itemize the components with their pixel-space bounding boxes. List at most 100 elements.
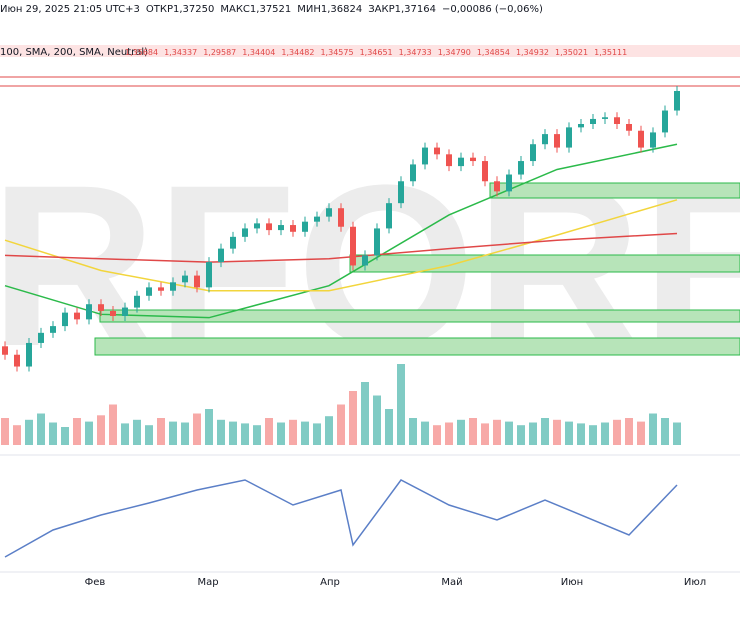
candle-body: [302, 221, 308, 232]
volume-bar: [421, 421, 429, 445]
candle-body: [314, 216, 320, 222]
volume-bar: [61, 427, 69, 445]
candle-body: [614, 117, 620, 124]
candle-body: [422, 147, 428, 165]
candle-body: [110, 310, 116, 316]
candle-body: [158, 287, 164, 291]
volume-bar: [49, 422, 57, 445]
volume-bar: [349, 391, 357, 445]
candle-body: [230, 236, 236, 249]
candle-body: [338, 208, 344, 227]
candle-body: [638, 130, 644, 148]
volume-bar: [613, 419, 621, 445]
indicator-value: 1,34733: [399, 48, 432, 57]
volume-bar: [1, 418, 9, 445]
candle-body: [2, 346, 8, 355]
volume-bar: [457, 419, 465, 445]
volume-bar: [469, 418, 477, 445]
candle-body: [290, 225, 296, 232]
candle-body: [446, 154, 452, 167]
volume-bar: [313, 423, 321, 445]
volume-bar: [397, 364, 405, 445]
volume-bar: [241, 423, 249, 445]
candle-body: [14, 354, 20, 367]
candle-body: [374, 228, 380, 256]
volume-bar: [301, 421, 309, 445]
header-field: Июн 29, 2025 21:05 UTC+3: [0, 4, 140, 15]
zone: [94, 337, 740, 356]
candle-body: [170, 282, 176, 291]
candle-body: [410, 164, 416, 182]
candle-body: [98, 304, 104, 311]
candle-body: [254, 223, 260, 229]
candle-body: [626, 124, 632, 131]
candle-body: [38, 332, 44, 343]
indicator-value: 1,35684: [125, 48, 158, 57]
indicator-value: 1,34790: [438, 48, 471, 57]
candle-body: [326, 208, 332, 217]
volume-bar: [145, 425, 153, 445]
volume-bar: [133, 419, 141, 445]
indicator-value: 1,34932: [516, 48, 549, 57]
volume-bar: [205, 409, 213, 445]
volume-bar: [13, 425, 21, 445]
candle-body: [266, 223, 272, 231]
oscillator-line: [4, 479, 678, 558]
candle-body: [470, 157, 476, 162]
volume-bar: [337, 404, 345, 445]
x-axis-label: Май: [441, 577, 462, 588]
candle-body: [26, 342, 32, 367]
candle-body: [578, 124, 584, 128]
volume-bar: [253, 425, 261, 445]
indicator-value: 1,34337: [164, 48, 197, 57]
volume-bar: [181, 422, 189, 445]
volume-bar: [121, 423, 129, 445]
volume-bar: [37, 413, 45, 445]
candle-body: [278, 225, 284, 231]
candle-body: [662, 110, 668, 133]
candle-body: [134, 295, 140, 308]
candle-body: [386, 203, 392, 229]
candle-body: [434, 147, 440, 155]
volume-bar: [517, 425, 525, 445]
header-field: ЗАКР1,37164: [368, 4, 436, 15]
header-field: МИН1,36824: [297, 4, 362, 15]
candle-body: [194, 275, 200, 288]
indicator-value: 1,34575: [320, 48, 353, 57]
volume-bar: [325, 416, 333, 445]
x-axis-label: Июл: [684, 577, 706, 588]
moving-average: [4, 199, 678, 292]
candle-body: [506, 174, 512, 192]
candle-body: [206, 262, 212, 288]
volume-bar: [601, 422, 609, 445]
candle-body: [482, 161, 488, 182]
volume-bar: [409, 418, 417, 445]
volume-bar: [373, 395, 381, 445]
volume-bar: [433, 425, 441, 445]
candle-body: [674, 90, 680, 111]
volume-bar: [493, 419, 501, 445]
indicator-label: 100, SMA, 200, SMA, Neutral): [0, 47, 148, 58]
volume-bar: [673, 422, 681, 445]
volume-bar: [109, 404, 117, 445]
x-axis-label: Июн: [561, 577, 583, 588]
volume-bar: [85, 421, 93, 445]
indicator-value: 1,35021: [555, 48, 588, 57]
candle-body: [398, 181, 404, 204]
candle-body: [74, 312, 80, 320]
candle-body: [350, 226, 356, 266]
volume-bar: [505, 421, 513, 445]
zone: [489, 182, 740, 199]
volume-bar: [97, 415, 105, 445]
candle-body: [218, 248, 224, 263]
volume-bar: [637, 421, 645, 445]
candle-body: [554, 134, 560, 148]
candle-body: [518, 161, 524, 175]
x-axis-label: Фев: [85, 577, 106, 588]
volume-bar: [589, 425, 597, 445]
x-axis-label: Апр: [320, 577, 340, 588]
volume-bar: [541, 418, 549, 445]
zone: [349, 254, 740, 273]
candle-body: [50, 326, 56, 333]
